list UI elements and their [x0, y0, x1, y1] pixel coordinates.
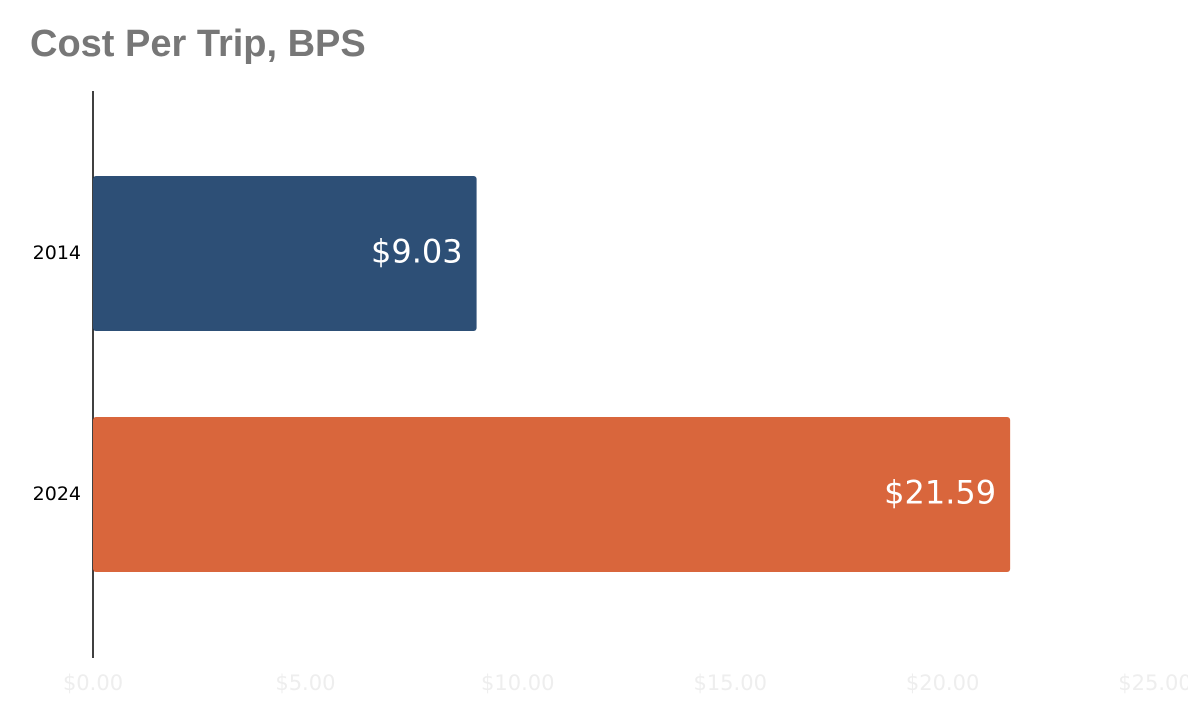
x-tick-label: $5.00	[275, 671, 335, 695]
chart-title: Cost Per Trip, BPS	[30, 23, 366, 65]
x-tick-label: $0.00	[63, 671, 123, 695]
x-tick-label: $25.00	[1118, 671, 1188, 695]
value-label: $9.03	[371, 233, 463, 271]
y-tick-label: 2024	[33, 483, 81, 505]
x-tick-label: $20.00	[906, 671, 979, 695]
x-tick-label: $10.00	[481, 671, 554, 695]
y-tick-label: 2014	[33, 242, 81, 264]
x-tick-label: $15.00	[693, 671, 766, 695]
bar	[93, 417, 1011, 572]
value-label: $21.59	[884, 474, 996, 512]
bar	[93, 176, 477, 331]
